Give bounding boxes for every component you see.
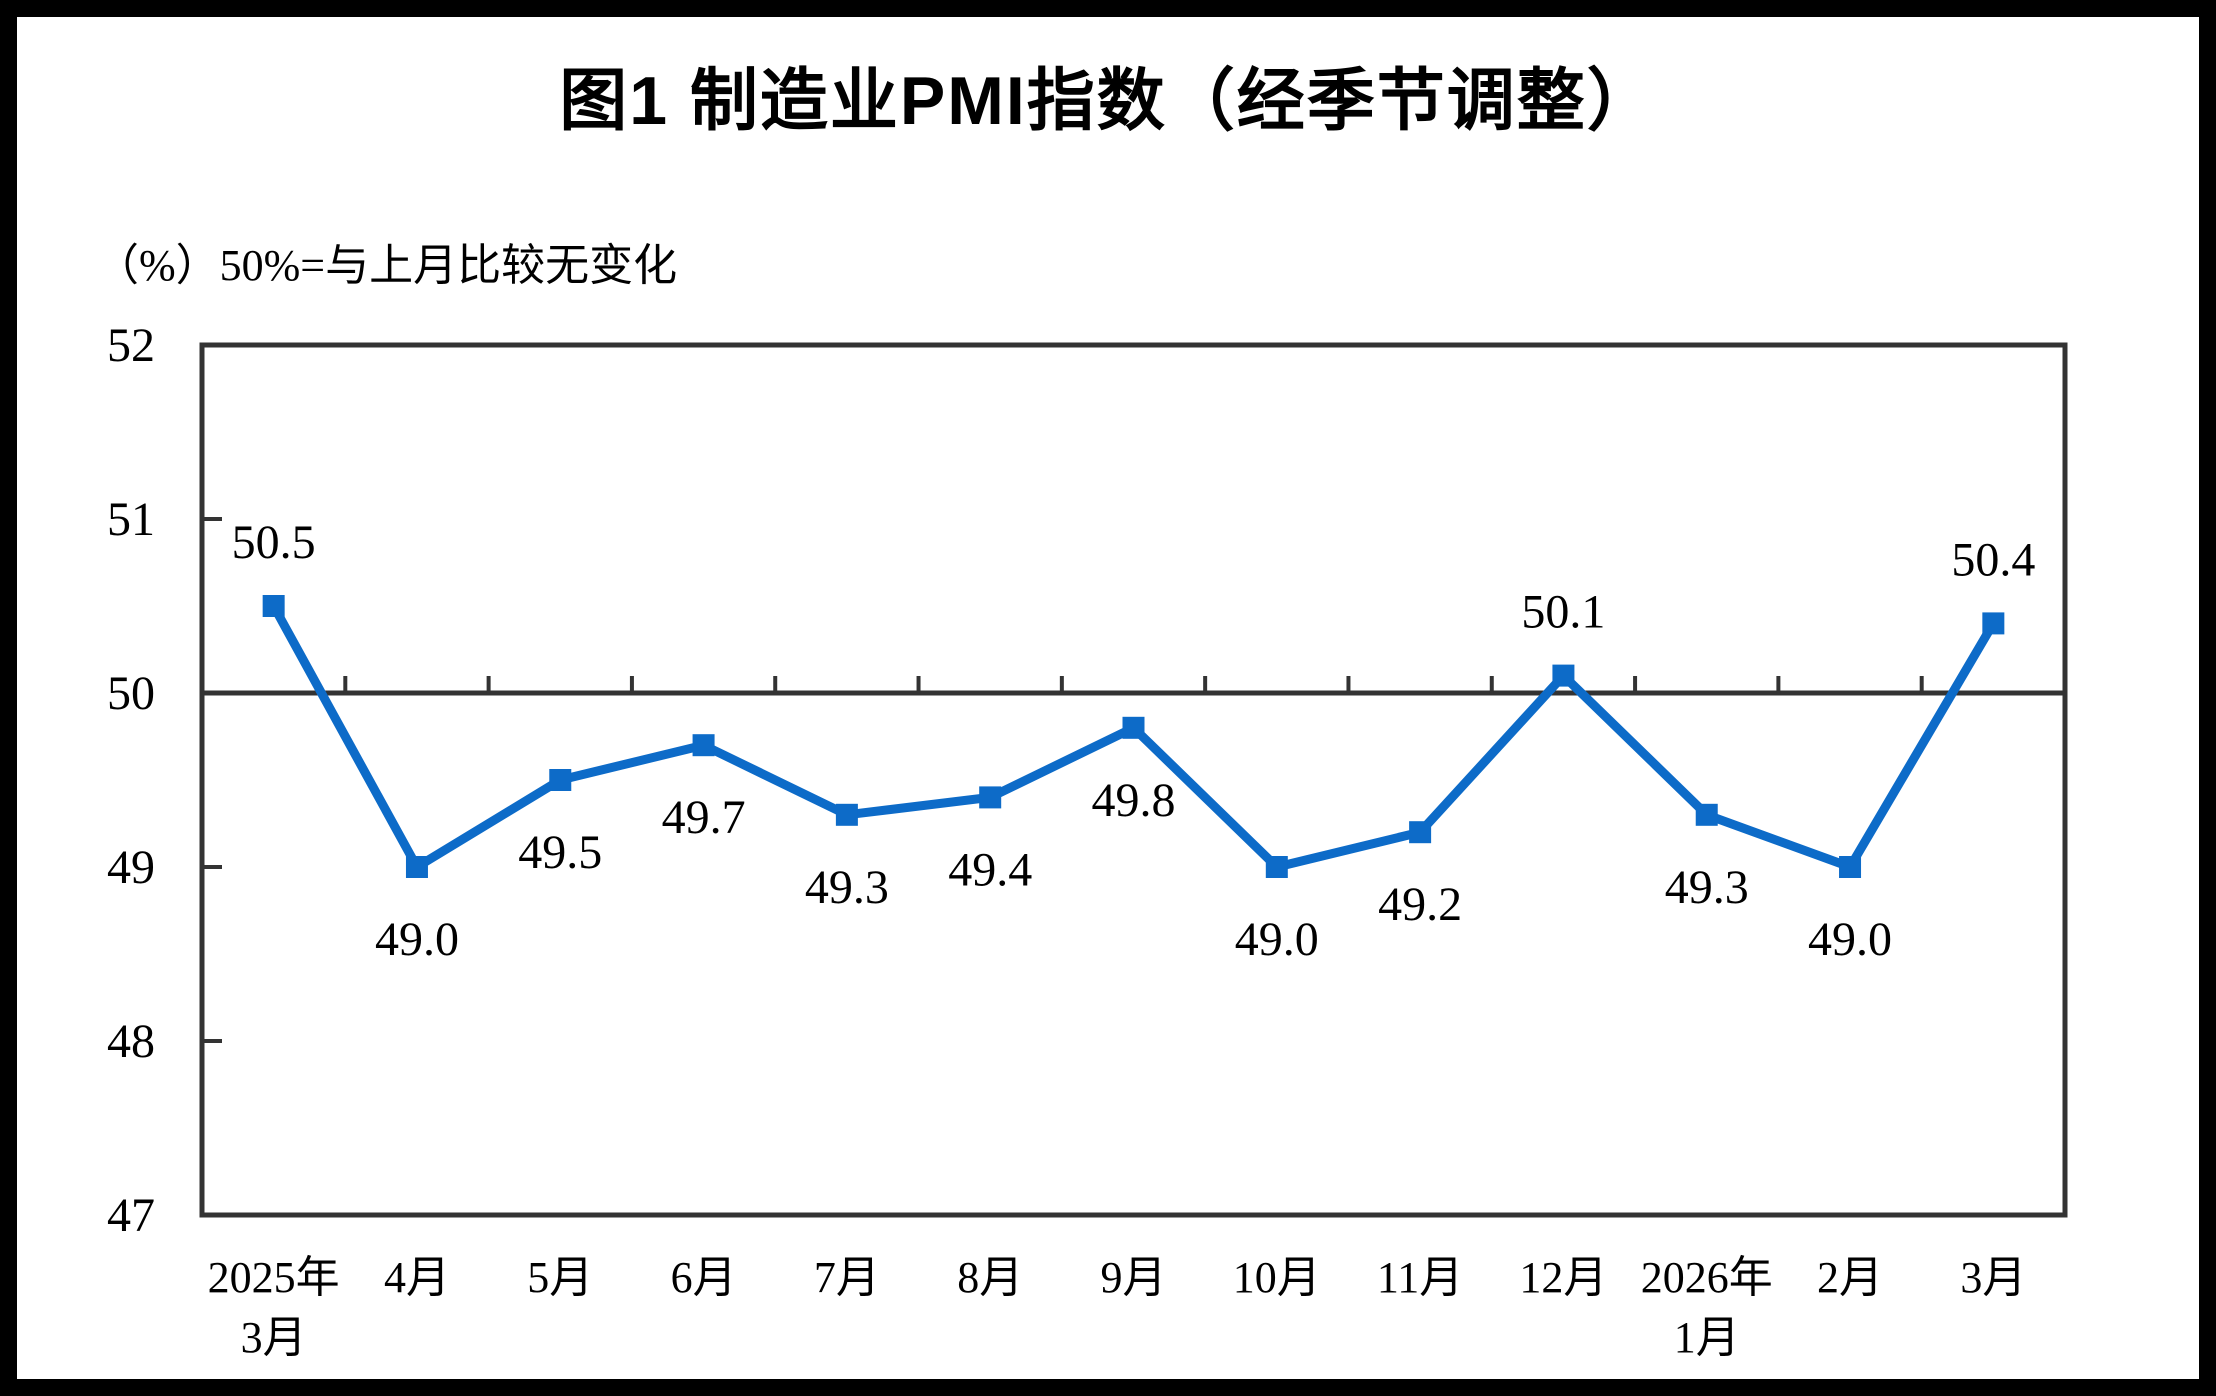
x-axis-label: 12月 bbox=[1519, 1253, 1607, 1302]
data-label: 49.7 bbox=[662, 791, 746, 844]
data-label: 49.0 bbox=[1808, 913, 1892, 966]
data-point-marker bbox=[692, 734, 715, 757]
data-point-marker bbox=[1839, 856, 1862, 878]
x-axis-label: 2025年 bbox=[208, 1253, 340, 1302]
x-axis-label: 4月 bbox=[384, 1253, 450, 1302]
data-label: 49.4 bbox=[948, 843, 1032, 896]
data-label: 49.3 bbox=[1665, 861, 1749, 914]
data-point-marker bbox=[1982, 612, 2005, 635]
y-axis-label: 48 bbox=[107, 1015, 155, 1068]
y-axis-label: 50 bbox=[107, 667, 155, 720]
x-axis-label: 10月 bbox=[1233, 1253, 1321, 1302]
data-label: 49.0 bbox=[375, 913, 459, 966]
x-axis-label: 3月 bbox=[1960, 1253, 2026, 1302]
data-point-marker bbox=[405, 856, 428, 878]
y-axis-label: 47 bbox=[107, 1189, 155, 1242]
data-point-marker bbox=[1122, 716, 1145, 739]
axis-unit-note: （%）50%=与上月比较无变化 bbox=[95, 241, 678, 290]
x-axis-label: 6月 bbox=[671, 1253, 737, 1302]
x-axis-label: 2月 bbox=[1817, 1253, 1883, 1302]
x-axis-label: 7月 bbox=[814, 1253, 880, 1302]
data-label: 49.5 bbox=[518, 826, 602, 879]
data-point-marker bbox=[1265, 856, 1288, 878]
data-point-marker bbox=[1409, 821, 1432, 844]
data-label: 50.4 bbox=[1951, 533, 2035, 586]
x-axis-label: 1月 bbox=[1674, 1313, 1740, 1362]
data-point-marker bbox=[979, 786, 1002, 809]
data-label: 49.8 bbox=[1092, 774, 1176, 827]
x-axis-label: 2026年 bbox=[1641, 1253, 1773, 1302]
data-point-marker bbox=[1695, 803, 1718, 826]
chart-title: 图1 制造业PMI指数（经季节调整） bbox=[559, 63, 1657, 139]
data-point-marker bbox=[1552, 664, 1575, 687]
data-point-marker bbox=[262, 595, 285, 617]
x-axis-label: 3月 bbox=[241, 1313, 307, 1362]
y-axis-label: 52 bbox=[107, 319, 155, 372]
pmi-line-chart: 47 48 49 50 51 52 2025年 3月 4月 5月 6月 7月 8月 9月 10月 11月 12月… bbox=[107, 319, 2068, 1362]
data-point-marker bbox=[835, 803, 858, 826]
y-axis-label: 49 bbox=[107, 841, 155, 894]
data-point-marker bbox=[549, 769, 572, 791]
x-axis-label: 5月 bbox=[527, 1253, 593, 1302]
data-label: 49.3 bbox=[805, 861, 889, 914]
y-axis-label: 51 bbox=[107, 493, 155, 546]
data-label: 49.0 bbox=[1235, 913, 1319, 966]
plot-frame bbox=[199, 342, 2068, 1218]
data-label: 50.1 bbox=[1521, 586, 1605, 639]
data-label: 50.5 bbox=[232, 516, 316, 569]
x-axis-label: 8月 bbox=[957, 1253, 1023, 1302]
x-axis-label: 11月 bbox=[1377, 1253, 1463, 1302]
data-label: 49.2 bbox=[1378, 878, 1462, 931]
x-axis-label: 9月 bbox=[1101, 1253, 1167, 1302]
